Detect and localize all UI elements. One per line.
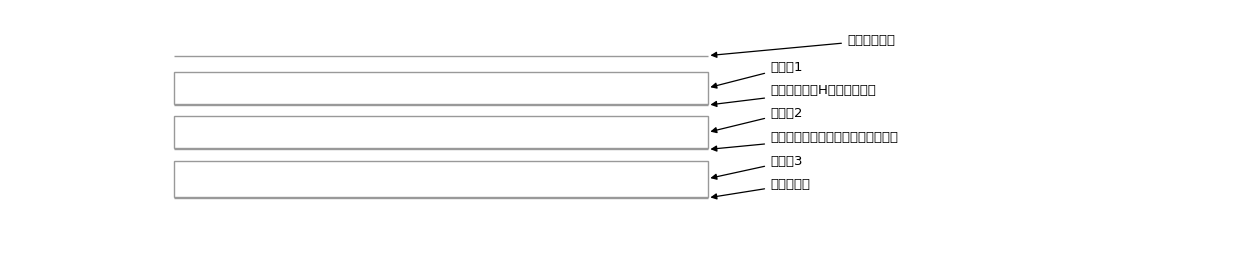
Bar bbox=[174, 72, 708, 104]
Text: 带状线（馈电网络与耦合线所在层）: 带状线（馈电网络与耦合线所在层） bbox=[712, 131, 898, 151]
Text: 天线地板（双H缝隙所在层）: 天线地板（双H缝隙所在层） bbox=[712, 84, 875, 106]
Text: 介质板1: 介质板1 bbox=[712, 61, 802, 88]
Text: 微带天线单元: 微带天线单元 bbox=[712, 34, 895, 57]
Text: 介质板3: 介质板3 bbox=[712, 155, 802, 179]
Text: 带状线地板: 带状线地板 bbox=[712, 178, 810, 199]
Bar bbox=[174, 161, 708, 197]
Text: 介质板2: 介质板2 bbox=[712, 107, 802, 133]
Bar bbox=[174, 116, 708, 149]
